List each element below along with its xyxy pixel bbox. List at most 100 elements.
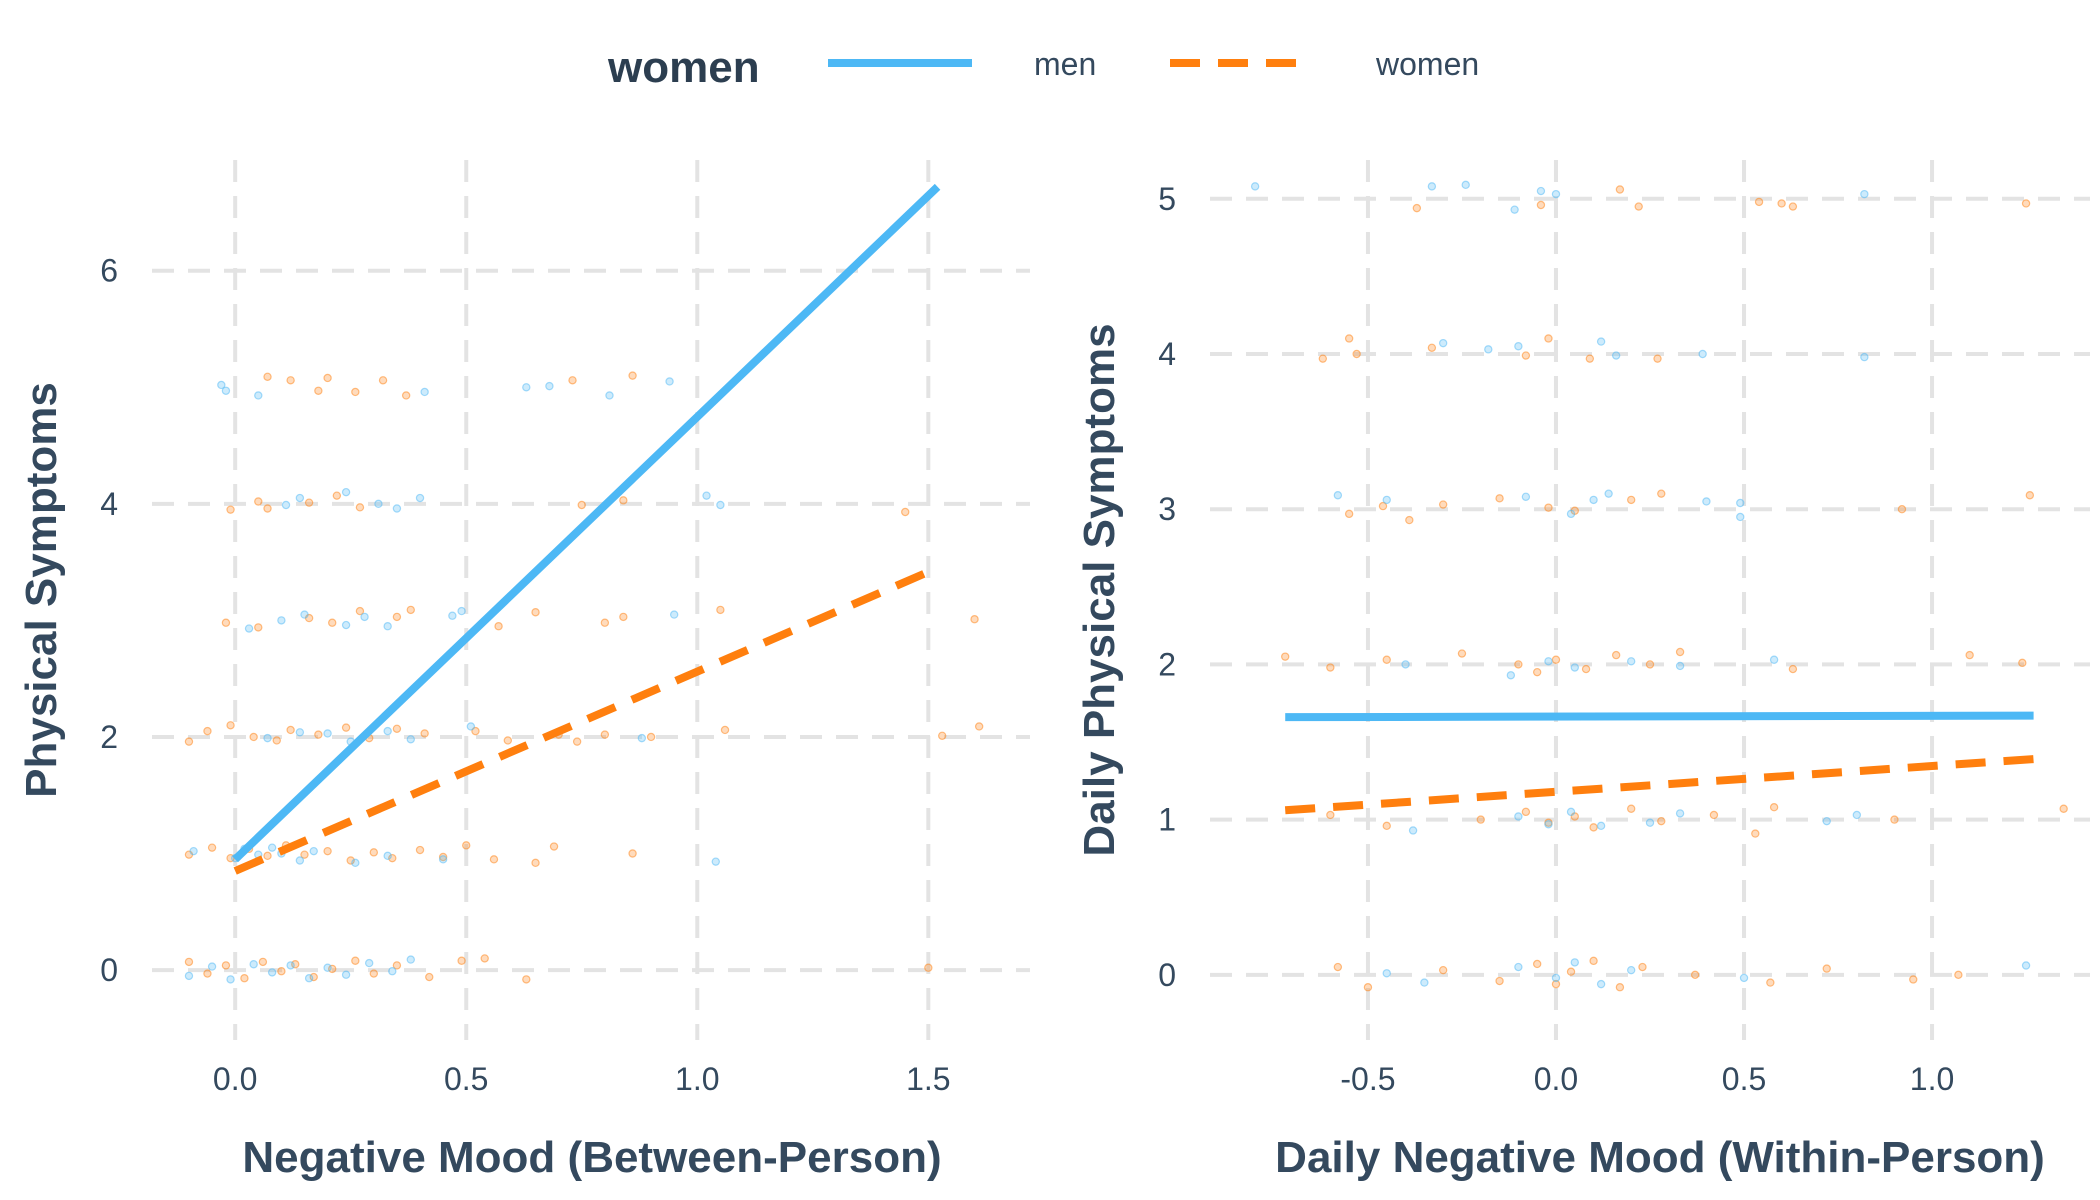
data-point-women: [272, 736, 281, 745]
x-tick-label: 1.0: [675, 1061, 719, 1097]
data-point-men: [2021, 961, 2031, 970]
data-point-women: [489, 855, 499, 864]
data-point-women: [1690, 970, 1700, 980]
data-point-women: [924, 963, 933, 972]
x-tick-label: -0.5: [1340, 1061, 1395, 1097]
data-point-men: [466, 722, 476, 731]
data-point-women: [901, 507, 910, 517]
y-tick-label: 2: [100, 719, 118, 755]
data-point-women: [457, 956, 466, 965]
data-point-men: [254, 391, 263, 400]
data-point-women: [401, 391, 411, 400]
data-point-men: [295, 728, 305, 737]
data-point-women: [2059, 804, 2068, 813]
data-point-women: [1326, 810, 1335, 820]
data-point-men: [383, 726, 392, 736]
data-point-women: [226, 721, 235, 730]
data-point-women: [392, 961, 402, 970]
data-point-men: [406, 735, 415, 744]
data-point-women: [600, 730, 610, 739]
y-tick-label: 5: [1158, 181, 1176, 217]
legend-label-men: men: [1034, 46, 1096, 82]
x-tick-label: 0.5: [444, 1061, 488, 1097]
data-point-men: [184, 971, 194, 981]
data-point-men: [1736, 512, 1745, 522]
data-point-women: [286, 725, 295, 735]
data-point-men: [1438, 338, 1448, 348]
points-between-person: [184, 371, 984, 984]
data-point-women: [226, 505, 235, 514]
data-point-men: [1544, 820, 1553, 829]
data-point-men: [1675, 809, 1685, 818]
data-point-men: [341, 487, 351, 497]
data-point-women: [1626, 495, 1636, 505]
data-point-men: [374, 499, 383, 509]
data-point-women: [1585, 354, 1595, 363]
x-tick-label: 1.5: [906, 1061, 950, 1097]
x-tick-label: 0.0: [1534, 1061, 1578, 1097]
data-point-men: [1408, 826, 1418, 835]
panel-within-person: -0.5 0.0 0.5 1.0 0 1 2 3 4 5 Daily Negative Mood …: [1075, 160, 2090, 1182]
data-point-women: [203, 969, 212, 978]
data-point-men: [309, 846, 318, 856]
data-point-men: [304, 974, 314, 983]
data-point-men: [1852, 810, 1862, 820]
data-point-women: [323, 846, 332, 856]
data-point-women: [1589, 823, 1598, 832]
fit-lines-within-person: [1284, 711, 2034, 815]
data-point-women: [221, 961, 231, 970]
data-point-women: [1653, 354, 1662, 363]
data-point-men: [522, 383, 531, 392]
data-point-men: [406, 955, 415, 964]
data-point-women: [263, 372, 272, 381]
legend: women men women: [607, 43, 1479, 92]
data-point-women: [1890, 815, 1899, 824]
data-point-men: [263, 733, 272, 743]
data-point-women: [2018, 658, 2027, 668]
data-point-women: [314, 386, 323, 395]
data-point-men: [1822, 816, 1831, 826]
data-point-women: [207, 843, 217, 852]
data-point-women: [1521, 807, 1531, 817]
data-point-women: [1457, 649, 1467, 658]
fit-lines-between-person: [232, 183, 941, 875]
data-point-women: [1438, 965, 1448, 975]
data-point-women: [531, 608, 540, 617]
data-point-women: [1378, 501, 1388, 511]
data-point-women: [406, 605, 415, 615]
data-point-women: [378, 376, 388, 385]
data-point-men: [286, 961, 295, 970]
data-point-women: [716, 605, 725, 615]
data-point-women: [1675, 647, 1685, 657]
data-point-women: [1532, 667, 1542, 677]
data-point-men: [1566, 509, 1576, 519]
data-point-women: [1281, 652, 1290, 661]
data-point-women: [304, 498, 314, 507]
data-point-men: [545, 381, 554, 391]
data-point-men: [364, 958, 374, 968]
data-point-women: [480, 954, 489, 963]
data-point-women: [1476, 815, 1485, 824]
data-point-men: [341, 970, 351, 979]
data-point-women: [494, 622, 503, 631]
data-point-men: [716, 500, 725, 510]
x-tick-label: 1.0: [1910, 1061, 1954, 1097]
data-point-women: [263, 504, 272, 513]
data-point-women: [1788, 664, 1798, 674]
data-point-men: [605, 391, 614, 400]
data-point-women: [254, 497, 263, 506]
data-point-men: [323, 729, 332, 738]
data-point-men: [1514, 962, 1523, 972]
data-point-men: [1645, 818, 1655, 827]
data-point-men: [1484, 345, 1493, 354]
y-tick-label: 0: [100, 952, 118, 988]
data-point-women: [1382, 821, 1391, 831]
data-point-men: [448, 611, 457, 620]
data-point-women: [1333, 962, 1343, 972]
fit-line-men: [1285, 711, 2034, 722]
data-point-women: [184, 957, 194, 967]
data-point-women: [425, 972, 434, 982]
data-point-women: [1589, 956, 1598, 966]
data-point-men: [1510, 205, 1519, 214]
data-point-women: [415, 845, 425, 855]
